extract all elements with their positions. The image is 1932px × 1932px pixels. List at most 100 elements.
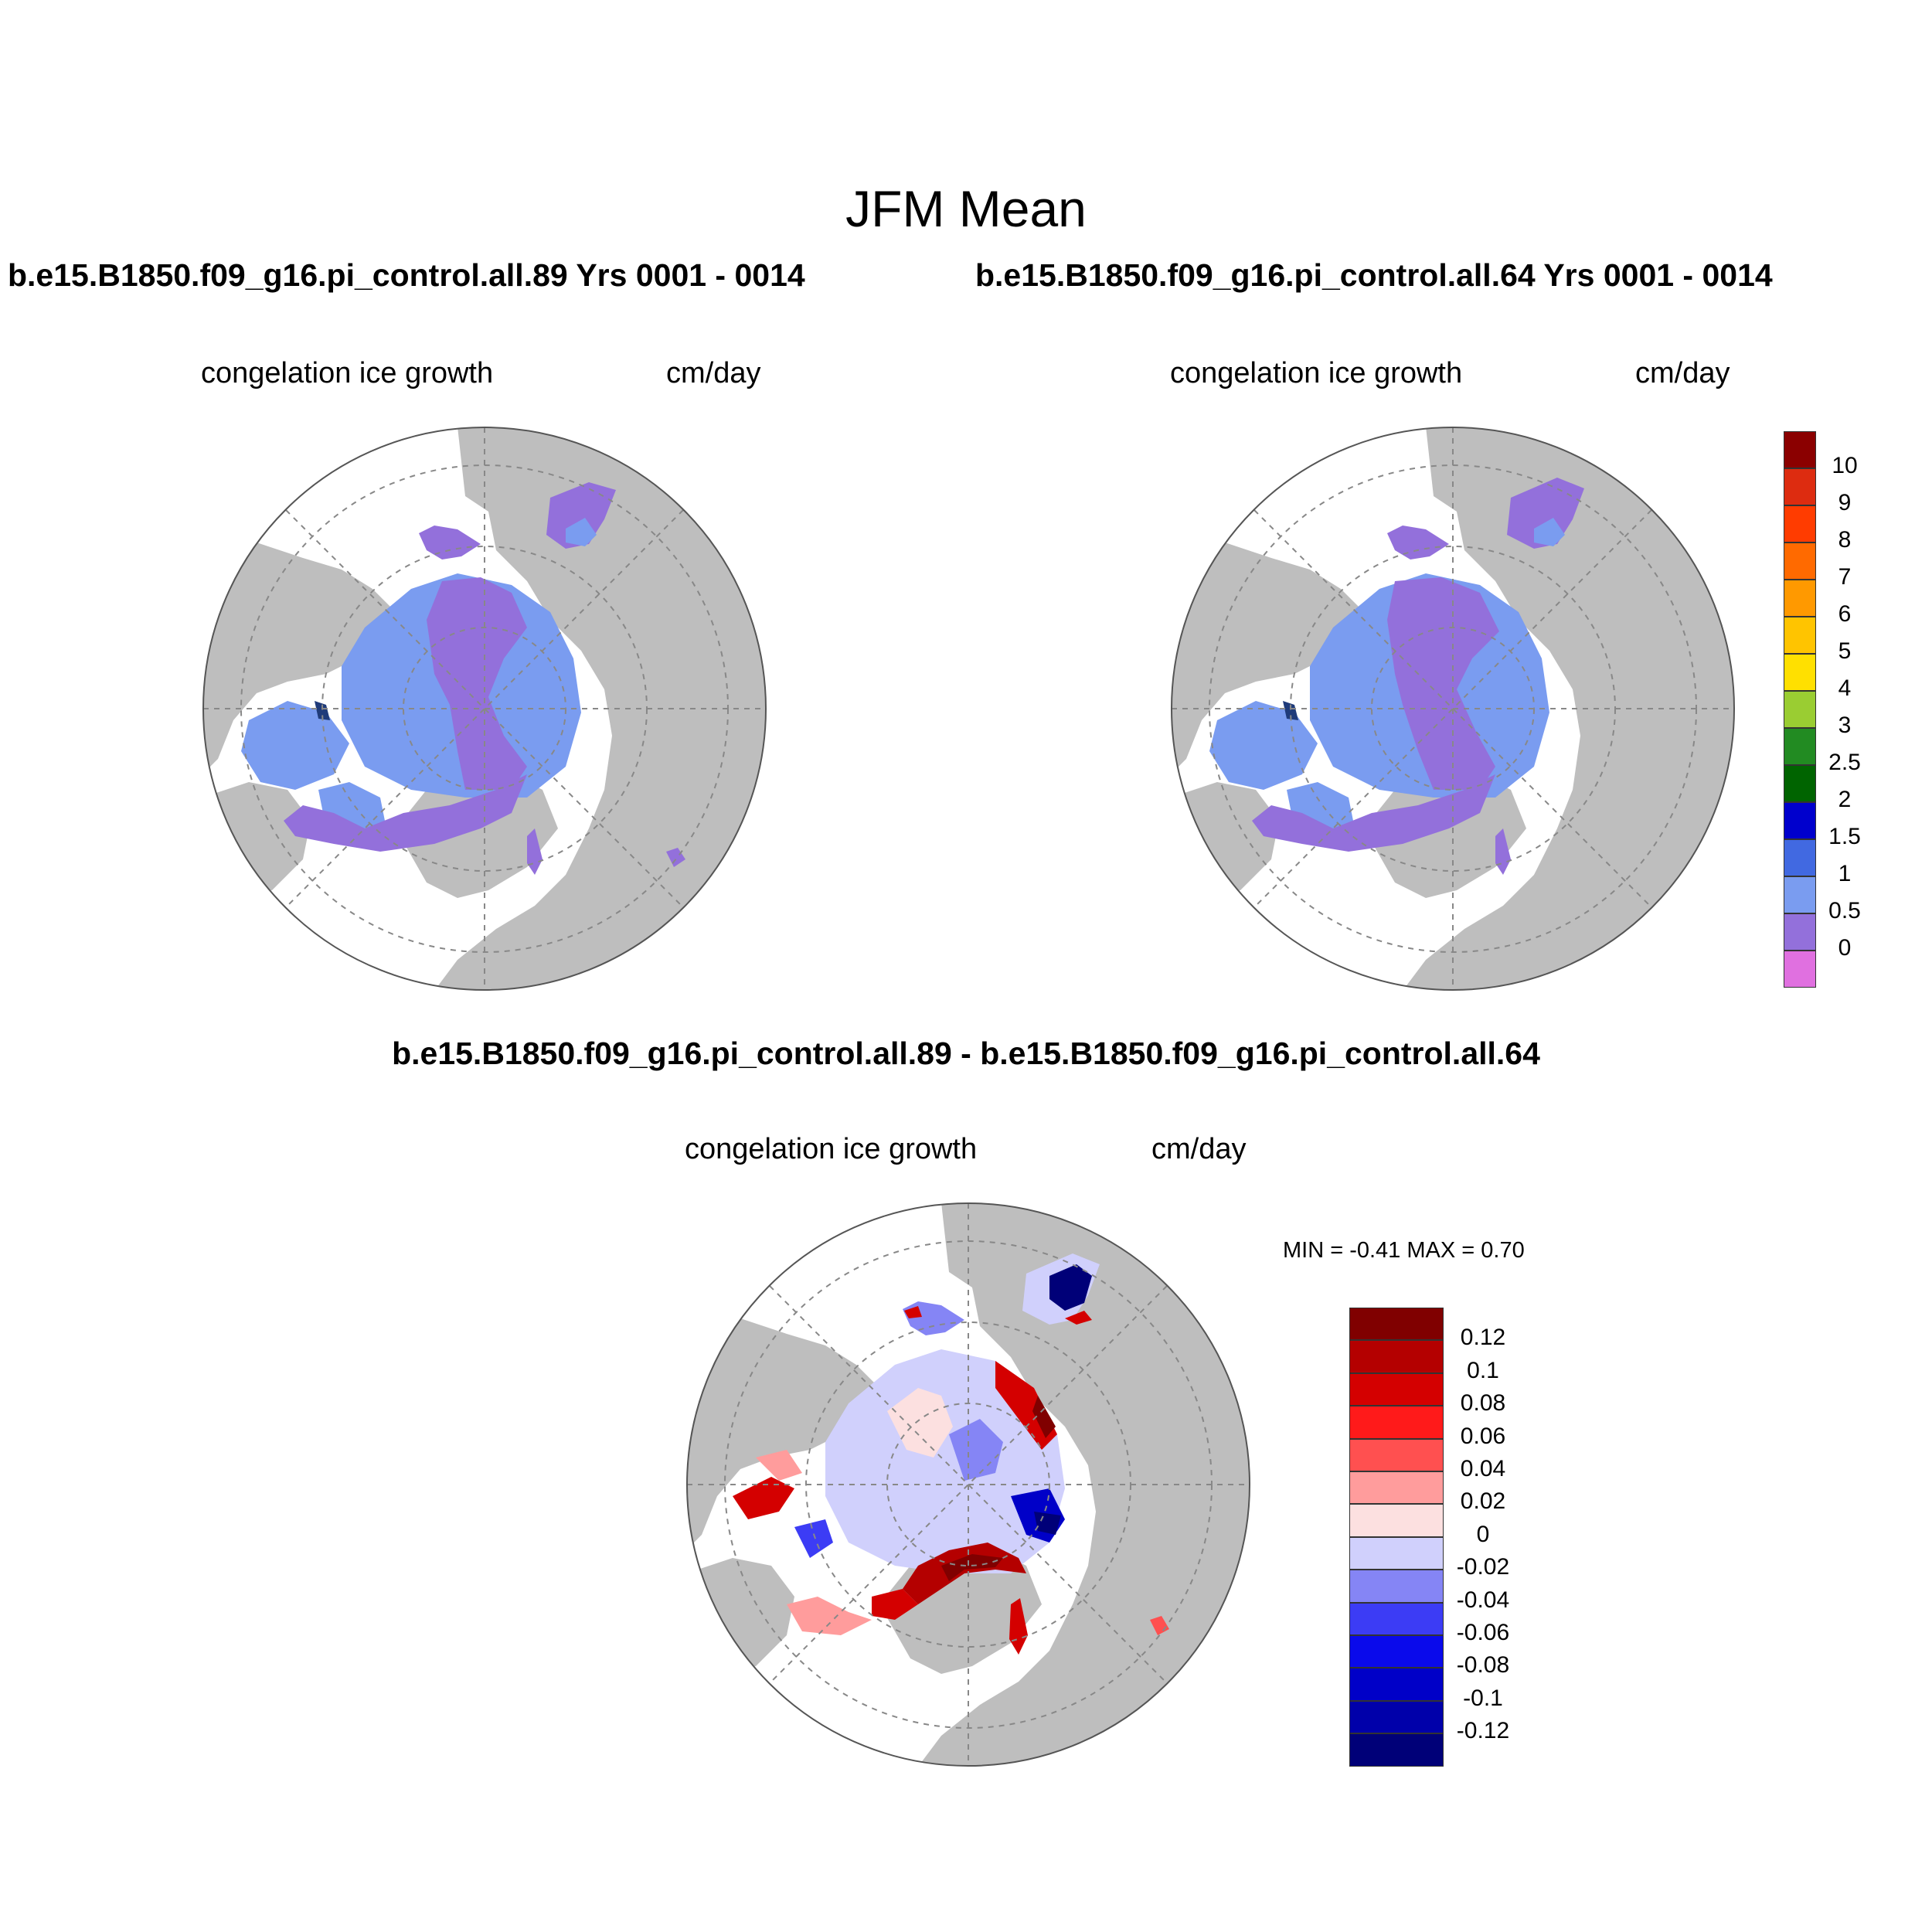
colorbar-top-label-5: 5: [1838, 638, 1852, 664]
diff-east-greenland-red: [872, 1589, 918, 1620]
colorbar-top-label-0: 10: [1832, 453, 1858, 478]
colorbar-box-8: [1784, 728, 1816, 765]
ice-arctic-central: [427, 577, 527, 790]
diff-labrador-pink: [787, 1597, 872, 1635]
colorbar-top-label-9: 2: [1838, 787, 1852, 812]
colorbar-box-13: [1349, 1733, 1444, 1767]
diff-arctic-pink: [887, 1388, 953, 1458]
colorbar-difference-label-1: 0.1: [1467, 1357, 1499, 1383]
colorbar-top-label-12: 0.5: [1828, 898, 1861, 923]
colorbar-box-6: [1784, 654, 1816, 691]
colorbar-box-12: [1349, 1700, 1444, 1734]
hudson-dark-edge: [315, 701, 330, 720]
colorbar-box-2: [1784, 505, 1816, 543]
colorbar-box-10: [1349, 1635, 1444, 1668]
colorbar-difference-label-9: -0.06: [1456, 1620, 1510, 1645]
colorbar-box-1: [1349, 1340, 1444, 1373]
colorbar-top-label-4: 6: [1838, 601, 1852, 627]
land-north-america: [1172, 543, 1364, 774]
ice-hudson-bay: [1209, 701, 1318, 790]
colorbar-difference-label-0: 0.12: [1460, 1325, 1506, 1351]
colorbar-box-7: [1784, 691, 1816, 728]
colorbar-box-5: [1784, 617, 1816, 654]
colorbar-box-8: [1349, 1570, 1444, 1603]
colorbar-top-label-6: 4: [1838, 675, 1852, 701]
colorbar-box-3: [1784, 543, 1816, 580]
colorbar-box-9: [1349, 1602, 1444, 1635]
colorbar-difference-label-6: 0: [1476, 1521, 1490, 1547]
colorbar-top-label-3: 7: [1838, 564, 1852, 590]
colorbar-box-10: [1784, 802, 1816, 839]
diff-arctic-light-blue: [825, 1349, 1065, 1573]
colorbar-top-label-10: 1.5: [1828, 824, 1861, 849]
colorbar-top-label-11: 1: [1838, 861, 1852, 886]
diff-hudson-blue: [794, 1519, 833, 1558]
difference-minmax-text: MIN = -0.41 MAX = 0.70: [1283, 1238, 1525, 1263]
diff-greenland-sea-darkred: [941, 1554, 1003, 1581]
diff-caspian-red: [1150, 1616, 1169, 1635]
ice-baltic: [1495, 828, 1511, 875]
colorbar-top-label-7: 3: [1838, 713, 1852, 738]
diff-central-blue: [949, 1419, 1003, 1481]
colorbar-box-3: [1349, 1406, 1444, 1439]
ice-barents-east-greenland: [1252, 774, 1495, 852]
colorbar-difference-label-8: -0.04: [1456, 1587, 1510, 1613]
hudson-dark-edge: [1283, 701, 1298, 720]
colorbar-box-11: [1784, 839, 1816, 876]
ice-baltic: [527, 828, 543, 875]
colorbar-box-12: [1784, 876, 1816, 913]
diff-siberian-darkred: [1032, 1396, 1056, 1438]
colorbar-top-label-2: 8: [1838, 527, 1852, 553]
diff-okhotsk-red: [1065, 1311, 1092, 1325]
colorbar-box-2: [1349, 1372, 1444, 1406]
colorbar-difference-label-7: -0.02: [1456, 1554, 1510, 1580]
land-greenland: [1364, 767, 1526, 898]
colorbar-top-label-13: 0: [1838, 935, 1852, 961]
panel-2-units-label: cm/day: [1635, 357, 1730, 389]
colorbar-difference-label-12: -0.12: [1456, 1718, 1510, 1744]
ice-okhotsk: [1507, 478, 1584, 549]
colorbar-difference-label-4: 0.04: [1460, 1456, 1506, 1481]
ice-bering: [419, 526, 481, 560]
colorbar-top-label-8: 2.5: [1828, 750, 1861, 775]
colorbar-top-label-1: 9: [1838, 490, 1852, 515]
colorbar-box-4: [1784, 580, 1816, 617]
map-panel-1: [202, 427, 767, 991]
ice-barents-east-greenland: [284, 774, 527, 852]
ice-bering: [1387, 526, 1449, 560]
colorbar-difference-label-3: 0.06: [1460, 1423, 1506, 1449]
ice-okhotsk-inner: [566, 518, 597, 546]
map-panel-2: [1171, 427, 1735, 991]
land-greenland: [396, 767, 558, 898]
colorbar-box-14: [1784, 951, 1816, 988]
colorbar-difference-label-11: -0.1: [1463, 1685, 1503, 1711]
diff-hudson-red: [733, 1477, 794, 1519]
colorbar-box-11: [1349, 1668, 1444, 1701]
colorbar-difference-label-5: 0.02: [1460, 1488, 1506, 1515]
panel-2-run-title: b.e15.B1850.f09_g16.pi_control.all.64 Yr…: [975, 257, 1773, 293]
panel-2-variable-label: congelation ice growth: [1170, 357, 1463, 389]
ice-okhotsk: [546, 482, 616, 549]
diff-okhotsk-dark: [1049, 1264, 1092, 1311]
panel-1-variable-label: congelation ice growth: [201, 357, 494, 389]
panel-1-run-title: b.e15.B1850.f09_g16.pi_control.all.89 Yr…: [8, 257, 805, 293]
colorbar-box-4: [1349, 1438, 1444, 1471]
land-north-america: [203, 543, 396, 774]
land-north-america: [687, 1318, 879, 1550]
colorbar-box-7: [1349, 1536, 1444, 1570]
diff-hudson-pink: [756, 1450, 802, 1481]
colorbar-box-0: [1349, 1308, 1444, 1341]
colorbar-box-13: [1784, 913, 1816, 951]
colorbar-box-0: [1784, 431, 1816, 468]
difference-variable-label: congelation ice growth: [685, 1133, 978, 1165]
map-difference: [686, 1202, 1250, 1767]
difference-units-label: cm/day: [1151, 1133, 1247, 1165]
figure-title: JFM Mean: [845, 180, 1087, 237]
panel-1-units-label: cm/day: [666, 357, 761, 389]
colorbar-box-5: [1349, 1471, 1444, 1505]
colorbar-box-9: [1784, 765, 1816, 802]
ice-okhotsk-inner: [1534, 518, 1565, 546]
ice-hudson-bay: [241, 701, 349, 790]
colorbar-box-1: [1784, 468, 1816, 505]
difference-title: b.e15.B1850.f09_g16.pi_control.all.89 - …: [392, 1036, 1540, 1071]
